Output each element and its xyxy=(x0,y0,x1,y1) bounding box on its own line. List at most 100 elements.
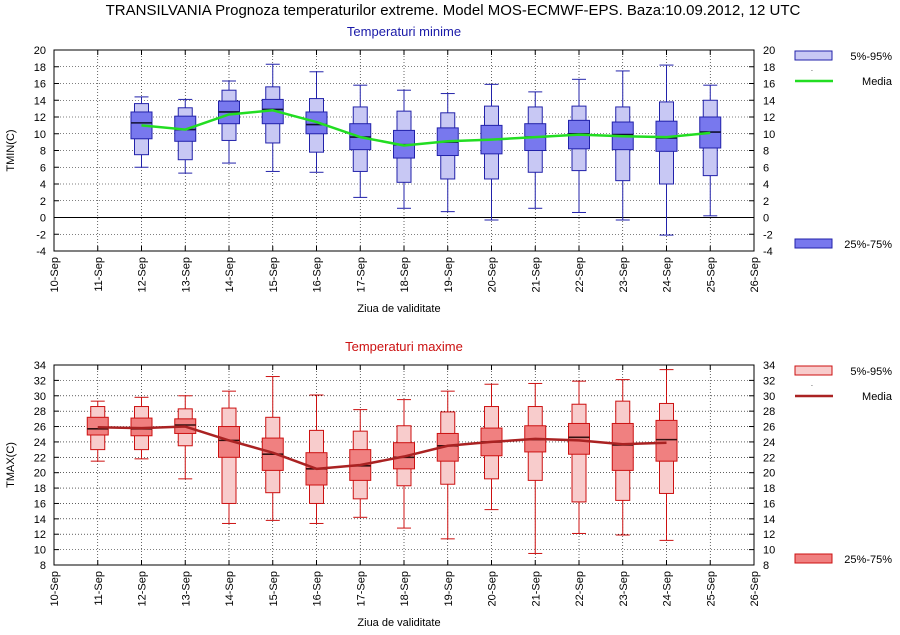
tmax-q1-q3-box xyxy=(568,422,590,455)
tmax-ytick-label-left: 28 xyxy=(34,406,46,418)
tmin-xtick-label: 15-Sep xyxy=(268,257,280,292)
tmax-xtick-label: 20-Sep xyxy=(487,571,499,606)
tmin-box-14-Sep xyxy=(218,80,240,164)
tmax-xtick-label: 22-Sep xyxy=(574,571,586,606)
tmin-box-22-Sep xyxy=(568,78,590,213)
tmin-legend-inner-label: 25%-75% xyxy=(844,239,892,251)
tmin-xtick-label: 22-Sep xyxy=(574,257,586,292)
tmax-box-21-Sep xyxy=(524,382,547,554)
tmax-box-20-Sep xyxy=(480,383,503,511)
tmax-box-13-Sep xyxy=(174,395,197,480)
tmax-box-22-Sep xyxy=(568,380,590,534)
tmin-box-24-Sep xyxy=(655,64,678,236)
tmax-xtick-label: 17-Sep xyxy=(355,571,367,606)
tmin-legend-mean-label: Media xyxy=(862,76,893,88)
tmax-q1-q3-box xyxy=(655,419,678,462)
tmax-ytick-label-left: 34 xyxy=(34,360,46,372)
tmin-ytick-label-left: 4 xyxy=(40,179,46,191)
tmax-box-15-Sep xyxy=(261,376,284,521)
tmin-xtick-label: 18-Sep xyxy=(399,257,411,292)
tmax-ytick-label-left: 32 xyxy=(34,375,46,387)
tmin-ytick-label-right: 2 xyxy=(763,196,769,208)
tmax-ytick-label-right: 22 xyxy=(763,452,775,464)
tmax-xtick-label: 21-Sep xyxy=(530,571,542,606)
tmax-ytick-label-right: 20 xyxy=(763,468,775,480)
tmin-ytick-label-right: 10 xyxy=(763,129,775,141)
tmin-xlabel: Ziua de validitate xyxy=(357,303,440,315)
tmax-panel: Temperaturi maxime 8 8 10 10 12 12 14 14 16 16 18 18… xyxy=(5,339,893,629)
tmax-chart-title: Temperaturi maxime xyxy=(345,339,463,354)
tmax-xtick-label: 19-Sep xyxy=(443,571,455,606)
tmin-box-25-Sep xyxy=(699,84,722,217)
tmax-xtick-label: 13-Sep xyxy=(180,571,192,606)
tmax-legend-mean-dot: · xyxy=(811,381,814,390)
tmin-ytick-label-left: -2 xyxy=(36,229,46,241)
tmin-ytick-label-left: 20 xyxy=(34,45,46,57)
tmin-ytick-label-left: 10 xyxy=(34,129,46,141)
tmin-ytick-label-right: -2 xyxy=(763,229,773,241)
tmin-legend-outer-label: 5%-95% xyxy=(850,51,892,63)
tmin-box-20-Sep xyxy=(480,83,503,221)
tmax-box-14-Sep xyxy=(218,390,240,524)
tmin-xtick-label: 11-Sep xyxy=(93,257,105,292)
tmax-xtick-label: 25-Sep xyxy=(705,571,717,606)
tmin-ytick-label-right: 12 xyxy=(763,112,775,124)
tmin-xtick-label: 23-Sep xyxy=(618,257,630,292)
tmin-ytick-label-left: 2 xyxy=(40,196,46,208)
tmin-xtick-label: 19-Sep xyxy=(443,257,455,292)
tmax-xtick-label: 11-Sep xyxy=(93,571,105,606)
tmax-ytick-label-right: 26 xyxy=(763,422,775,434)
tmax-xlabel: Ziua de validitate xyxy=(357,617,440,629)
tmax-ytick-label-left: 26 xyxy=(34,422,46,434)
tmax-ytick-label-right: 28 xyxy=(763,406,775,418)
tmin-box-23-Sep xyxy=(611,70,634,221)
tmax-ytick-label-right: 8 xyxy=(763,560,769,572)
tmax-xtick-label: 24-Sep xyxy=(662,571,674,606)
tmin-legend-mean-dot: · xyxy=(811,66,814,75)
tmax-xtick-label: 15-Sep xyxy=(268,571,280,606)
tmax-xtick-label: 10-Sep xyxy=(49,571,61,606)
tmax-ytick-label-right: 34 xyxy=(763,360,775,372)
tmax-ylabel: TMAX(C) xyxy=(5,442,17,488)
tmin-ytick-label-right: 16 xyxy=(763,79,775,91)
tmax-ytick-label-left: 16 xyxy=(34,498,46,510)
tmin-ytick-label-left: 12 xyxy=(34,112,46,124)
tmax-legend-inner-label: 25%-75% xyxy=(844,554,892,566)
tmax-box-23-Sep xyxy=(611,379,634,536)
tmin-xtick-label: 26-Sep xyxy=(749,257,761,292)
tmin-legend-outer-swatch xyxy=(794,50,833,61)
tmax-legend-outer-swatch xyxy=(794,365,833,376)
tmin-ylabel: TMIN(C) xyxy=(5,129,17,171)
tmax-box-18-Sep xyxy=(393,399,415,529)
tmin-ytick-label-right: 6 xyxy=(763,162,769,174)
tmin-ytick-label-right: 20 xyxy=(763,45,775,57)
tmax-legend-inner-swatch xyxy=(794,553,833,564)
tmin-xtick-label: 20-Sep xyxy=(487,257,499,292)
tmax-ytick-label-left: 30 xyxy=(34,391,46,403)
tmax-q1-q3-box xyxy=(218,426,240,458)
tmax-ytick-label-left: 20 xyxy=(34,468,46,480)
tmax-legend-mean-label: Media xyxy=(862,391,893,403)
tmax-ytick-label-left: 22 xyxy=(34,452,46,464)
tmax-box-24-Sep xyxy=(655,369,678,541)
tmin-box-18-Sep xyxy=(393,89,415,209)
tmin-ytick-label-left: 14 xyxy=(34,95,46,107)
tmax-ytick-label-right: 14 xyxy=(763,514,775,526)
tmax-ytick-label-right: 32 xyxy=(763,375,775,387)
figure-title: TRANSILVANIA Prognoza temperaturilor ext… xyxy=(106,2,801,19)
tmax-xtick-label: 18-Sep xyxy=(399,571,411,606)
tmin-xtick-label: 17-Sep xyxy=(355,257,367,292)
tmax-ytick-label-left: 12 xyxy=(34,529,46,541)
tmax-ytick-label-left: 10 xyxy=(34,545,46,557)
tmax-xtick-label: 16-Sep xyxy=(312,571,324,606)
tmin-ytick-label-right: 4 xyxy=(763,179,769,191)
tmax-xtick-label: 14-Sep xyxy=(224,571,236,606)
tmin-ytick-label-left: 18 xyxy=(34,62,46,74)
tmax-ytick-label-right: 18 xyxy=(763,483,775,495)
tmin-ytick-label-right: 18 xyxy=(763,62,775,74)
tmax-ytick-label-right: 30 xyxy=(763,391,775,403)
tmin-xtick-label: 25-Sep xyxy=(705,257,717,292)
tmin-box-19-Sep xyxy=(436,93,459,213)
tmin-box-21-Sep xyxy=(524,91,547,209)
